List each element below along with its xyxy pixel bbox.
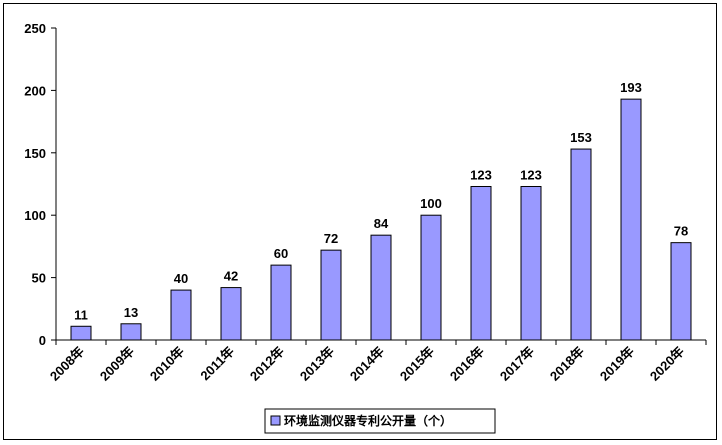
bar — [370, 234, 392, 341]
bar — [270, 264, 292, 341]
x-axis: 2008年 2009年 2010年 2011年 2012年 2013年 2014年 2015年… — [47, 339, 707, 384]
data-label: 13 — [124, 305, 138, 320]
y-tick-label: 250 — [24, 21, 46, 36]
x-tick-label: 2011年 — [197, 344, 237, 384]
bar — [220, 287, 242, 341]
data-label: 84 — [374, 216, 389, 231]
bar — [570, 148, 592, 341]
bar — [470, 185, 492, 341]
x-tick-label: 2018年 — [547, 344, 587, 384]
y-axis: 0 50 100 150 200 250 — [24, 21, 57, 348]
bar — [520, 185, 542, 341]
data-labels: 11 13 40 42 60 72 84 100 123 123 153 193 78 — [74, 80, 688, 322]
x-tick-label: 2013年 — [297, 344, 337, 384]
legend: 环境监测仪器专利公开量（个） — [264, 408, 496, 434]
bar — [320, 249, 342, 341]
x-tick-label: 2020年 — [647, 344, 687, 384]
data-label: 123 — [470, 167, 492, 182]
data-label: 40 — [174, 271, 188, 286]
bar — [170, 289, 192, 341]
legend-swatch — [270, 415, 281, 426]
legend-label: 环境监测仪器专利公开量（个） — [284, 413, 452, 428]
x-tick-label: 2009年 — [97, 344, 137, 384]
chart-frame — [3, 3, 717, 440]
data-label: 11 — [74, 307, 88, 322]
bar — [420, 214, 442, 341]
x-tick-label: 2019年 — [597, 344, 637, 384]
data-label: 193 — [620, 80, 642, 95]
y-tick-label: 0 — [39, 333, 46, 348]
y-tick-label: 200 — [24, 83, 46, 98]
legend-box — [264, 408, 496, 434]
x-tick-label: 2014年 — [347, 344, 387, 384]
data-label: 100 — [420, 196, 442, 211]
y-tick-label: 150 — [24, 146, 46, 161]
bar — [70, 325, 92, 341]
bar — [670, 242, 692, 341]
x-tick-label: 2008年 — [47, 344, 87, 384]
y-tick-label: 100 — [24, 208, 46, 223]
x-tick-label: 2016年 — [447, 344, 487, 384]
x-tick-label: 2010年 — [147, 344, 187, 384]
x-tick-label: 2015年 — [397, 344, 437, 384]
bar — [120, 323, 142, 341]
x-tick-label: 2017年 — [497, 344, 537, 384]
data-label: 72 — [324, 231, 338, 246]
x-tick-label: 2012年 — [247, 344, 287, 384]
bars — [70, 98, 692, 341]
data-label: 60 — [274, 246, 288, 261]
data-label: 42 — [224, 269, 238, 284]
data-label: 123 — [520, 167, 542, 182]
data-label: 153 — [570, 130, 592, 145]
data-label: 78 — [674, 224, 688, 239]
bar — [620, 98, 642, 341]
y-tick-label: 50 — [32, 271, 46, 286]
